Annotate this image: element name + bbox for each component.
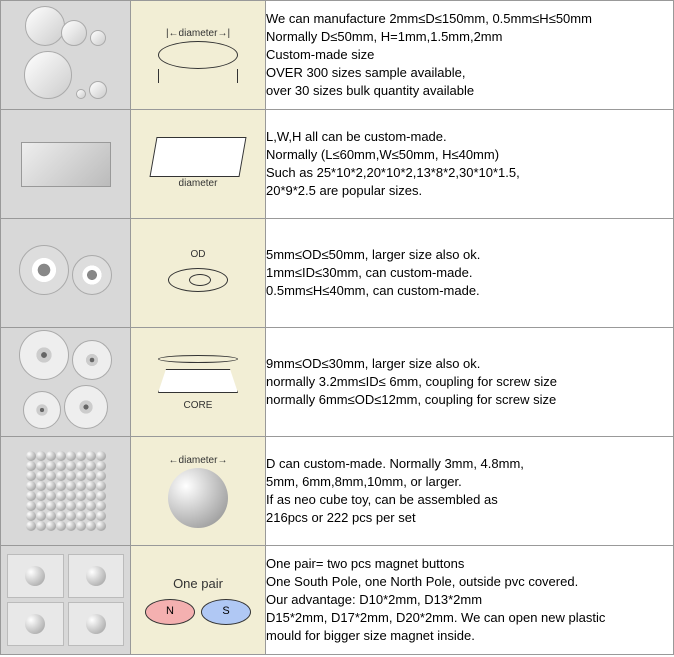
photo-ring bbox=[1, 219, 131, 328]
text-line: Such as 25*10*2,20*10*2,13*8*2,30*10*1.5… bbox=[266, 164, 673, 182]
diagram-block: diameter bbox=[131, 110, 266, 219]
text-line: One South Pole, one North Pole, outside … bbox=[266, 573, 673, 591]
text-line: normally 6mm≤OD≤12mm, coupling for screw… bbox=[266, 391, 673, 409]
text-line: D15*2mm, D17*2mm, D20*2mm. We can open n… bbox=[266, 609, 673, 627]
text-line: Normally D≤50mm, H=1mm,1.5mm,2mm bbox=[266, 28, 673, 46]
desc-button: One pair= two pcs magnet buttons One Sou… bbox=[266, 546, 674, 655]
row-button: One pair N S One pair= two pcs magnet bu… bbox=[1, 546, 674, 655]
row-block: diameter L,W,H all can be custom-made. N… bbox=[1, 110, 674, 219]
desc-countersunk: 9mm≤OD≤30mm, larger size also ok. normal… bbox=[266, 328, 674, 437]
text-line: 216pcs or 222 pcs per set bbox=[266, 509, 673, 527]
text-line: 20*9*2.5 are popular sizes. bbox=[266, 182, 673, 200]
text-line: We can manufacture 2mm≤D≤150mm, 0.5mm≤H≤… bbox=[266, 10, 673, 28]
desc-sphere: D can custom-made. Normally 3mm, 4.8mm, … bbox=[266, 437, 674, 546]
photo-disc bbox=[1, 1, 131, 110]
photo-countersunk bbox=[1, 328, 131, 437]
sphere-dim-label: diameter bbox=[179, 455, 218, 466]
row-disc: |←diameter→| We can manufacture 2mm≤D≤15… bbox=[1, 1, 674, 110]
text-line: Custom-made size bbox=[266, 46, 673, 64]
diagram-button: One pair N S bbox=[131, 546, 266, 655]
text-line: If as neo cube toy, can be assembled as bbox=[266, 491, 673, 509]
pole-south: S bbox=[201, 599, 251, 625]
text-line: OVER 300 sizes sample available, bbox=[266, 64, 673, 82]
text-line: One pair= two pcs magnet buttons bbox=[266, 555, 673, 573]
diagram-disc: |←diameter→| bbox=[131, 1, 266, 110]
diagram-ring: OD bbox=[131, 219, 266, 328]
magnet-spec-table: |←diameter→| We can manufacture 2mm≤D≤15… bbox=[0, 0, 674, 655]
photo-sphere bbox=[1, 437, 131, 546]
neocube-icon bbox=[26, 451, 106, 531]
text-line: 9mm≤OD≤30mm, larger size also ok. bbox=[266, 355, 673, 373]
text-line: 5mm, 6mm,8mm,10mm, or larger. bbox=[266, 473, 673, 491]
pair-title: One pair bbox=[131, 575, 265, 593]
cs-dim-label: CORE bbox=[131, 399, 265, 413]
row-sphere: ←diameter→ D can custom-made. Normally 3… bbox=[1, 437, 674, 546]
text-line: 5mm≤OD≤50mm, larger size also ok. bbox=[266, 246, 673, 264]
photo-button bbox=[1, 546, 131, 655]
pole-north: N bbox=[145, 599, 195, 625]
desc-block: L,W,H all can be custom-made. Normally (… bbox=[266, 110, 674, 219]
desc-disc: We can manufacture 2mm≤D≤150mm, 0.5mm≤H≤… bbox=[266, 1, 674, 110]
disc-dim-label: diameter bbox=[179, 28, 218, 39]
text-line: Our advantage: D10*2mm, D13*2mm bbox=[266, 591, 673, 609]
text-line: 0.5mm≤H≤40mm, can custom-made. bbox=[266, 282, 673, 300]
ring-dim-label: OD bbox=[131, 248, 265, 262]
desc-ring: 5mm≤OD≤50mm, larger size also ok. 1mm≤ID… bbox=[266, 219, 674, 328]
photo-block bbox=[1, 110, 131, 219]
row-countersunk: CORE 9mm≤OD≤30mm, larger size also ok. n… bbox=[1, 328, 674, 437]
text-line: mould for bigger size magnet inside. bbox=[266, 627, 673, 645]
text-line: normally 3.2mm≤ID≤ 6mm, coupling for scr… bbox=[266, 373, 673, 391]
block-dim-label: diameter bbox=[131, 177, 265, 191]
text-line: 1mm≤ID≤30mm, can custom-made. bbox=[266, 264, 673, 282]
diagram-sphere: ←diameter→ bbox=[131, 437, 266, 546]
diagram-countersunk: CORE bbox=[131, 328, 266, 437]
text-line: Normally (L≤60mm,W≤50mm, H≤40mm) bbox=[266, 146, 673, 164]
text-line: L,W,H all can be custom-made. bbox=[266, 128, 673, 146]
text-line: over 30 sizes bulk quantity available bbox=[266, 82, 673, 100]
text-line: D can custom-made. Normally 3mm, 4.8mm, bbox=[266, 455, 673, 473]
row-ring: OD 5mm≤OD≤50mm, larger size also ok. 1mm… bbox=[1, 219, 674, 328]
